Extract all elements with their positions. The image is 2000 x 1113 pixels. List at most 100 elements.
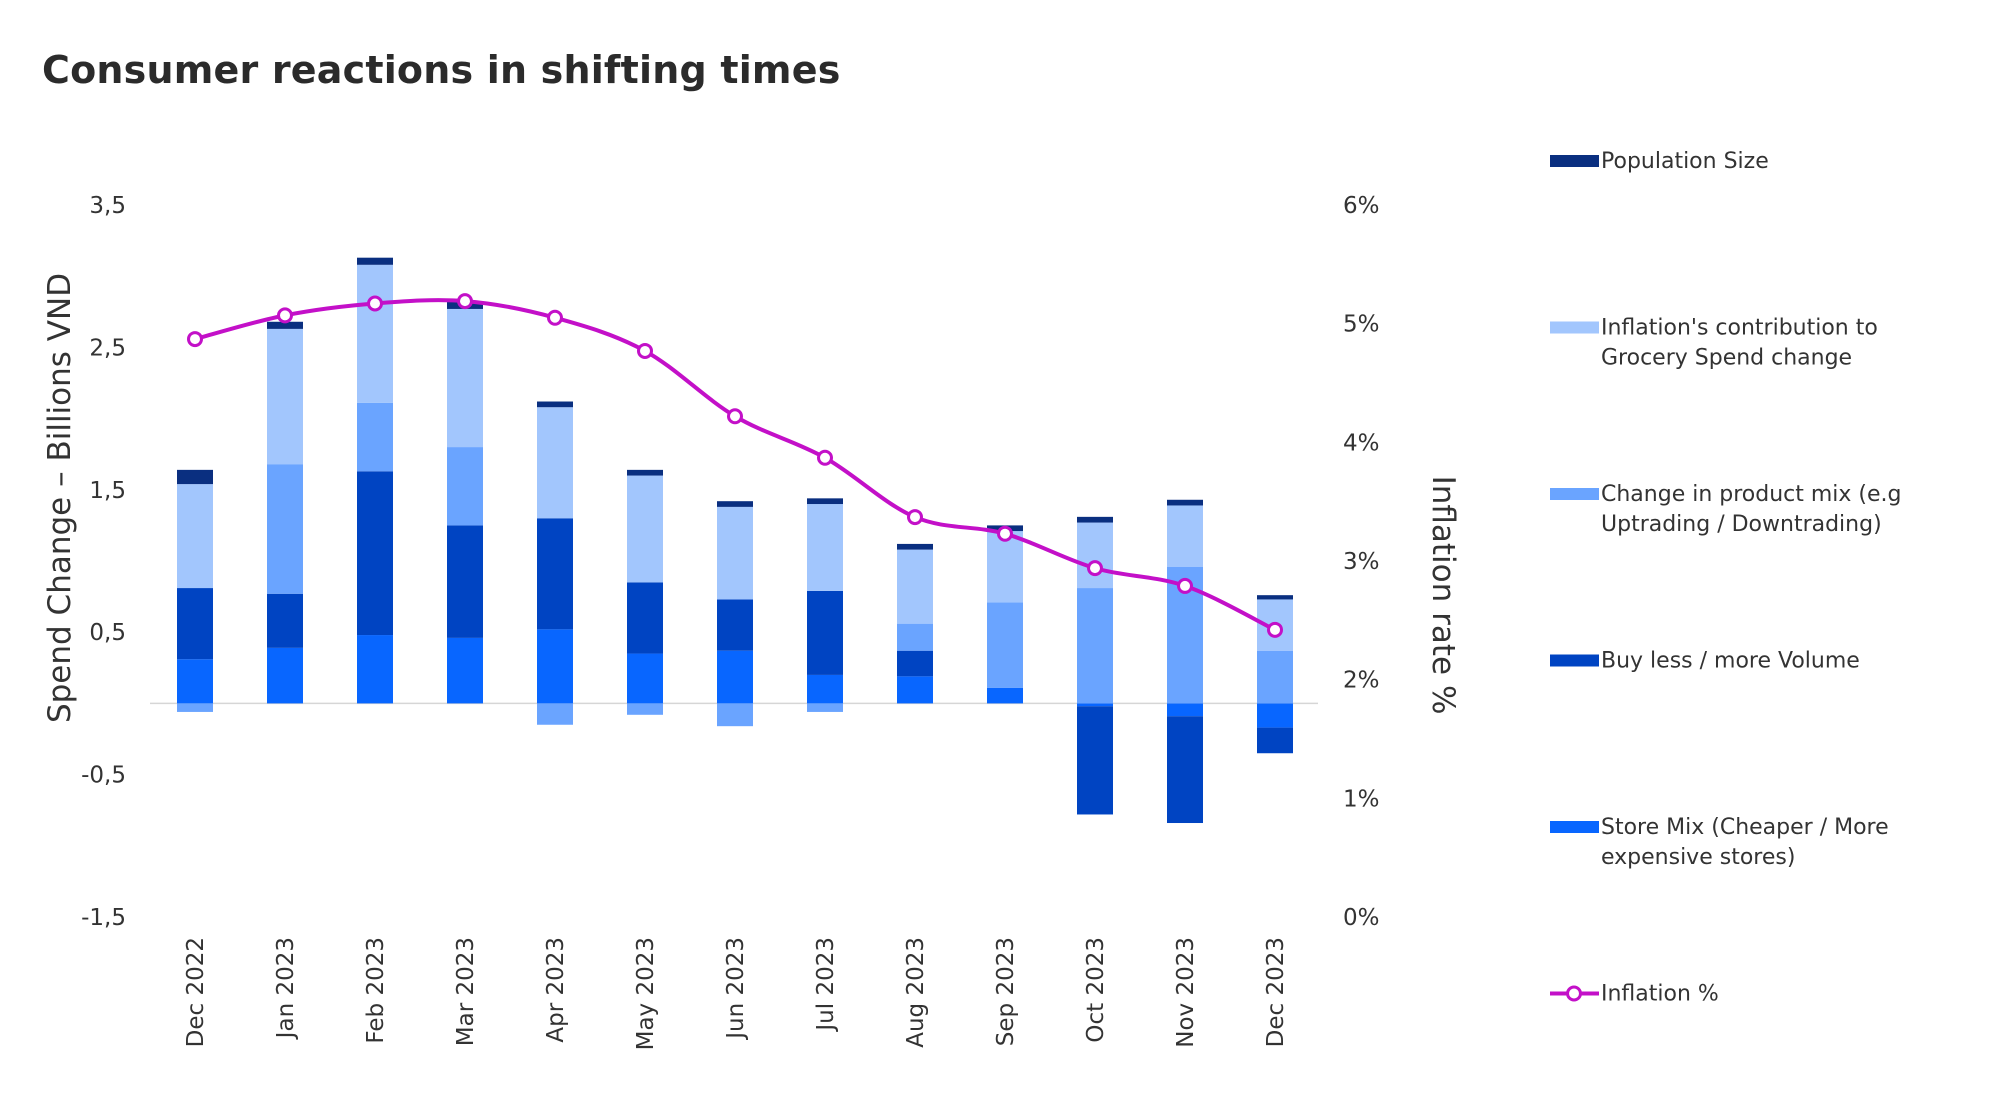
bar-segment-inflation-s-contribution-to-grocery-spend-change [1077,522,1113,589]
x-tick-label: Dec 2022 [183,937,209,1047]
bar-segment-store-mix-cheaper-more-expensive-stores [177,659,213,704]
bar-segment-population-size [267,321,303,329]
bar-segment-population-size [177,469,213,485]
inflation-point [187,331,203,348]
inflation-point [637,342,653,359]
bar-segment-store-mix-cheaper-more-expensive-stores [807,674,843,704]
bar-segment-buy-less-more-volume [1077,706,1113,815]
bar-segment-store-mix-cheaper-more-expensive-stores [1077,703,1113,707]
bar-segment-population-size [1257,595,1293,600]
legend-swatch-population-size [1550,155,1599,167]
bar-segment-population-size [1077,516,1113,523]
legend-swatch-buy-less-more-volume [1550,654,1599,667]
y-tick-label: 0,5 [89,620,126,646]
inflation-point [367,295,383,312]
inflation-point [1267,621,1283,638]
y2-tick-label: 4% [1343,430,1380,456]
inflation-point [457,293,473,310]
bar-segment-inflation-s-contribution-to-grocery-spend-change [447,308,483,448]
y2-tick-label: 3% [1343,549,1380,575]
x-tick-label: Oct 2023 [1083,937,1109,1043]
bar-segment-change-in-product-mix-e-g-uptrading-downtrading [537,703,573,725]
bar-segment-store-mix-cheaper-more-expensive-stores [897,676,933,704]
bar-segment-buy-less-more-volume [717,599,753,651]
x-tick-label: Mar 2023 [453,937,479,1046]
bar-segment-buy-less-more-volume [177,588,213,660]
bar-segment-buy-less-more-volume [1257,727,1293,754]
bar-segment-inflation-s-contribution-to-grocery-spend-change [807,504,843,591]
bar-segment-change-in-product-mix-e-g-uptrading-downtrading [1257,650,1293,704]
legend-marker-inflation [1566,985,1582,1002]
legend-label: Population Size [1601,149,1769,174]
x-tick-label: Feb 2023 [363,937,389,1044]
y-tick-label: 2,5 [89,335,126,361]
x-tick-label: Jul 2023 [813,937,839,1033]
legend-swatch-store-mix-cheaper-more-expensive-stores [1550,821,1599,833]
chart-title: Consumer reactions in shifting times [42,48,841,92]
y2-tick-label: 6% [1343,193,1380,219]
bar-segment-inflation-s-contribution-to-grocery-spend-change [987,531,1023,603]
bar-segment-population-size [807,498,843,505]
legend-label: Uptrading / Downtrading) [1601,512,1882,537]
inflation-point [547,309,563,326]
bar-segment-change-in-product-mix-e-g-uptrading-downtrading [987,602,1023,688]
inflation-point [1087,560,1103,577]
legend-item-change-in-product-mix-e-g-uptrading-downtrading: Change in product mix (e.g Uptrading / Do… [1550,482,1902,537]
bar-segment-inflation-s-contribution-to-grocery-spend-change [627,475,663,583]
x-tick-label: Apr 2023 [543,937,569,1043]
x-tick-label: Aug 2023 [903,937,929,1048]
legend: Population Size Inflation's contribution … [1550,149,1902,1007]
y2-tick-label: 2% [1343,668,1380,694]
legend-item-store-mix-cheaper-more-expensive-stores: Store Mix (Cheaper / More expensive store… [1550,815,1889,870]
bar-segment-change-in-product-mix-e-g-uptrading-downtrading [447,447,483,526]
bar-segment-store-mix-cheaper-more-expensive-stores [267,647,303,704]
legend-label: Inflation % [1601,982,1719,1007]
bars-layer [177,257,1293,824]
bar-segment-change-in-product-mix-e-g-uptrading-downtrading [627,703,663,715]
bar-segment-buy-less-more-volume [627,582,663,654]
bar-segment-store-mix-cheaper-more-expensive-stores [987,687,1023,704]
x-tick-label: Jan 2023 [273,937,299,1040]
legend-swatch-change-in-product-mix-e-g-uptrading-downtrading [1550,488,1599,500]
y-tick-label: 3,5 [89,193,126,219]
legend-label: Change in product mix (e.g [1601,482,1902,507]
bar-segment-inflation-s-contribution-to-grocery-spend-change [177,484,213,589]
inflation-point [277,307,293,324]
left-axis: 3,5 2,5 1,5 0,5 -0,5 -1,5 [81,193,126,931]
bar-segment-change-in-product-mix-e-g-uptrading-downtrading [267,464,303,594]
legend-item-inflation-s-contribution-to-grocery-spend-change: Inflation's contribution to Grocery Spend… [1550,316,1878,371]
bar-segment-inflation-s-contribution-to-grocery-spend-change [1167,505,1203,567]
bar-segment-change-in-product-mix-e-g-uptrading-downtrading [1077,588,1113,704]
x-axis: Dec 2022 Jan 2023 Feb 2023 Mar 2023 Apr 2023… [183,937,1289,1050]
inflation-point [1177,577,1193,594]
bar-segment-buy-less-more-volume [357,471,393,636]
legend-swatch-inflation-s-contribution-to-grocery-spend-change [1550,321,1599,334]
bar-segment-change-in-product-mix-e-g-uptrading-downtrading [807,703,843,712]
y-tick-label: -1,5 [81,905,126,931]
bar-segment-population-size [897,543,933,550]
bar-segment-buy-less-more-volume [267,593,303,648]
bar-segment-population-size [1167,499,1203,506]
bar-segment-inflation-s-contribution-to-grocery-spend-change [357,264,393,403]
x-tick-label: Dec 2023 [1263,937,1289,1047]
bar-segment-buy-less-more-volume [897,650,933,677]
bar-segment-store-mix-cheaper-more-expensive-stores [627,653,663,704]
bar-segment-store-mix-cheaper-more-expensive-stores [1257,703,1293,728]
bar-segment-inflation-s-contribution-to-grocery-spend-change [897,549,933,624]
legend-label: Store Mix (Cheaper / More [1601,815,1889,840]
legend-label: expensive stores) [1601,845,1795,870]
bar-segment-change-in-product-mix-e-g-uptrading-downtrading [717,703,753,727]
inflation-point [727,408,743,425]
legend-item-buy-less-more-volume: Buy less / more Volume [1550,649,1860,674]
bar-segment-change-in-product-mix-e-g-uptrading-downtrading [177,703,213,712]
bar-segment-store-mix-cheaper-more-expensive-stores [447,637,483,704]
bar-segment-buy-less-more-volume [807,590,843,675]
y-tick-label: 1,5 [89,478,126,504]
inflation-line-layer [187,293,1283,638]
bar-segment-population-size [717,501,753,507]
bar-segment-store-mix-cheaper-more-expensive-stores [717,650,753,704]
bar-segment-inflation-s-contribution-to-grocery-spend-change [267,328,303,465]
x-tick-label: May 2023 [633,937,659,1050]
bar-segment-buy-less-more-volume [537,518,573,630]
